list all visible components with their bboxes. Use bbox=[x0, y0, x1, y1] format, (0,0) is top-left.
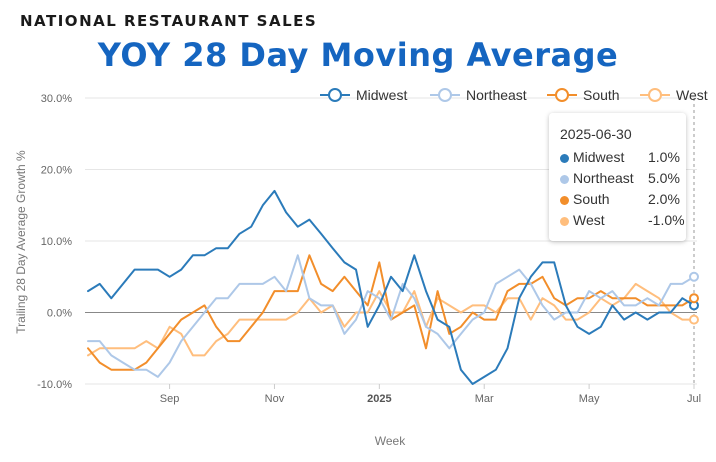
tooltip-row-west: West -1.0% bbox=[560, 212, 686, 232]
y-tick-label: 0.0% bbox=[47, 308, 72, 320]
tooltip-name: West bbox=[573, 212, 605, 228]
hover-marker-northeast bbox=[689, 271, 699, 282]
x-tick-label: Nov bbox=[265, 393, 285, 405]
hover-markers bbox=[689, 271, 699, 325]
x-axis-title: Week bbox=[375, 434, 406, 448]
tooltip-dot-northeast bbox=[560, 175, 569, 184]
series-line-midwest bbox=[87, 189, 695, 385]
legend-marker-midwest bbox=[328, 88, 342, 102]
x-tick-label: Mar bbox=[475, 393, 494, 405]
y-axis-title: Trailing 28 Day Average Growth % bbox=[14, 150, 28, 334]
tooltip-value: 1.0% bbox=[648, 149, 680, 165]
tooltip-value: 5.0% bbox=[648, 170, 680, 186]
x-tick-label: Jul bbox=[687, 393, 701, 405]
tooltip-dot-west bbox=[560, 217, 569, 226]
y-tick-label: 30.0% bbox=[41, 93, 72, 105]
legend-marker-west bbox=[648, 88, 662, 102]
x-tick-label: May bbox=[579, 393, 600, 405]
x-tick-label: Sep bbox=[160, 393, 180, 405]
tooltip-name: South bbox=[573, 191, 610, 207]
legend-marker-northeast bbox=[438, 88, 452, 102]
chart-title: YOY 28 Day Moving Average bbox=[97, 36, 619, 74]
legend: Midwest Northeast South West bbox=[320, 87, 708, 103]
series-line-northeast bbox=[87, 254, 695, 378]
tooltip-name: Northeast bbox=[573, 170, 634, 186]
legend-label-northeast: Northeast bbox=[466, 87, 527, 103]
tooltip-row-midwest: Midwest 1.0% bbox=[560, 149, 686, 169]
legend-label-west: West bbox=[676, 87, 708, 103]
legend-label-midwest: Midwest bbox=[356, 87, 407, 103]
hover-marker-west bbox=[689, 314, 699, 325]
tooltip-row-south: South 2.0% bbox=[560, 191, 686, 211]
hover-marker-south bbox=[689, 293, 699, 304]
series-lines bbox=[87, 189, 695, 385]
legend-marker-south bbox=[555, 88, 569, 102]
legend-label-south: South bbox=[583, 87, 620, 103]
tooltip-dot-south bbox=[560, 196, 569, 205]
x-axis-ticks: Sep Nov 2025 Mar May Jul bbox=[160, 384, 701, 405]
y-axis-ticks: -10.0% 0.0% 10.0% 20.0% 30.0% bbox=[37, 93, 72, 391]
tooltip-dot-midwest bbox=[560, 154, 569, 163]
tooltip-name: Midwest bbox=[573, 149, 625, 165]
tooltip-value: -1.0% bbox=[648, 212, 685, 228]
tooltip-row-northeast: Northeast 5.0% bbox=[560, 170, 686, 190]
x-tick-label: 2025 bbox=[367, 393, 391, 405]
tooltip-date: 2025-06-30 bbox=[560, 126, 632, 142]
tooltip-value: 2.0% bbox=[648, 191, 680, 207]
y-tick-label: 20.0% bbox=[41, 165, 72, 177]
y-tick-label: 10.0% bbox=[41, 236, 72, 248]
series-line-west bbox=[87, 282, 695, 357]
tooltip: 2025-06-30 Midwest 1.0% Northeast 5.0% S… bbox=[549, 113, 686, 241]
chart-overline: NATIONAL RESTAURANT SALES bbox=[20, 12, 318, 30]
y-tick-label: -10.0% bbox=[37, 379, 72, 391]
